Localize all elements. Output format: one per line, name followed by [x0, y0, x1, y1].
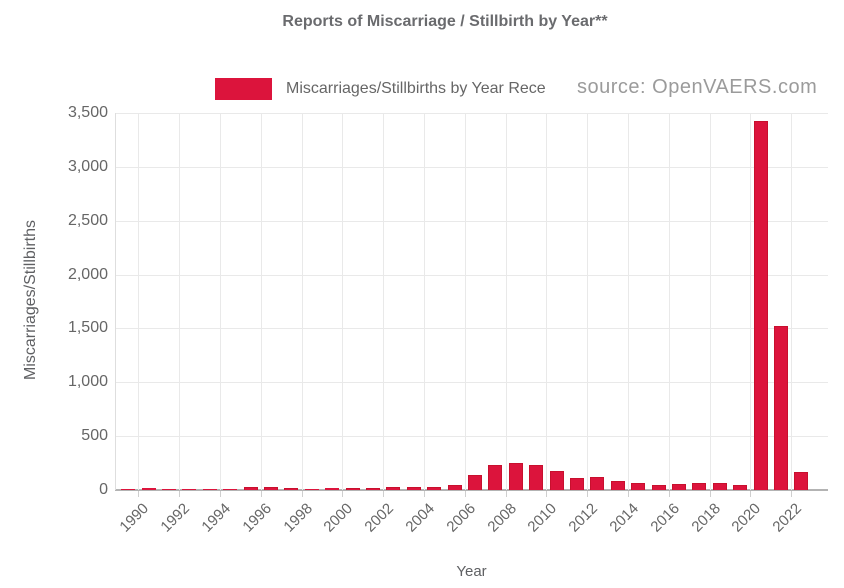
axis-tick	[342, 491, 344, 497]
axis-tick	[587, 491, 589, 497]
bar-2020[interactable]	[733, 484, 748, 490]
x-axis-title: Year	[456, 563, 487, 580]
bar-2012[interactable]	[570, 477, 584, 490]
bar-2014[interactable]	[610, 480, 625, 490]
legend-item[interactable]: Miscarriages/Stillbirths by Year Rece	[215, 78, 546, 100]
y-tick-label: 1,500	[67, 319, 108, 337]
axis-tick	[260, 491, 262, 497]
axis-tick	[464, 491, 466, 497]
y-axis-line	[115, 113, 116, 490]
grid-line-y	[115, 382, 828, 384]
grid-line-y	[115, 220, 828, 222]
bar-1996[interactable]	[243, 486, 258, 490]
grid-line-y	[115, 328, 828, 330]
bar-2006[interactable]	[447, 484, 462, 490]
grid-line-y	[115, 166, 828, 168]
grid-line-x	[628, 113, 629, 490]
axis-tick	[138, 491, 140, 497]
grid-line-x	[424, 113, 425, 490]
bar-2008[interactable]	[488, 465, 503, 490]
bar-1997[interactable]	[264, 487, 278, 490]
y-tick-label: 500	[81, 427, 108, 445]
y-tick-label: 3,500	[67, 104, 108, 121]
bar-2013[interactable]	[590, 477, 605, 490]
y-axis-title: Miscarriages/Stillbirths	[22, 219, 39, 381]
grid-line-x	[709, 113, 711, 490]
bar-1994[interactable]	[202, 489, 217, 490]
bar-2004[interactable]	[406, 486, 421, 490]
bar-1993[interactable]	[182, 489, 197, 490]
grid-line-x	[301, 113, 303, 490]
grid-line-x	[587, 113, 589, 490]
bar-2018[interactable]	[692, 483, 707, 490]
bar-2021[interactable]	[753, 120, 768, 490]
bar-2016[interactable]	[651, 484, 666, 490]
bar-2023[interactable]	[794, 472, 809, 490]
bar-2001[interactable]	[345, 487, 360, 490]
bar-2011[interactable]	[549, 470, 564, 490]
bar-2005[interactable]	[427, 487, 442, 490]
source-label: source: OpenVAERS.com	[575, 76, 818, 99]
grid-line-y	[115, 489, 828, 491]
legend-swatch-icon	[215, 78, 272, 100]
axis-tick	[709, 491, 711, 497]
axis-tick	[750, 491, 752, 497]
grid-line-x	[342, 113, 344, 490]
y-tick-label: 2,000	[67, 265, 108, 283]
axis-tick	[179, 491, 181, 497]
grid-line-x	[668, 113, 670, 490]
grid-line-y	[115, 436, 828, 438]
grid-line-x	[505, 113, 507, 490]
bar-1990[interactable]	[121, 489, 136, 490]
bar-2019[interactable]	[712, 482, 727, 490]
grid-line-x	[138, 113, 140, 490]
axis-tick	[628, 491, 629, 497]
grid-line-x	[220, 113, 221, 490]
grid-line-x	[791, 113, 793, 490]
bar-1992[interactable]	[162, 489, 176, 490]
grid-line-y	[115, 274, 828, 276]
bar-1995[interactable]	[223, 489, 238, 490]
grid-line-x	[383, 113, 385, 490]
bar-2003[interactable]	[386, 487, 401, 490]
axis-tick	[546, 491, 548, 497]
bar-1999[interactable]	[304, 489, 319, 490]
bar-2015[interactable]	[631, 482, 646, 490]
bar-2007[interactable]	[468, 475, 482, 490]
bar-2000[interactable]	[325, 488, 340, 490]
y-tick-label: 3,000	[67, 157, 108, 175]
grid-line-x	[546, 113, 548, 490]
grid-line-x	[464, 113, 466, 490]
grid-line-x	[260, 113, 262, 490]
axis-tick	[424, 491, 425, 497]
axis-tick	[791, 491, 793, 497]
y-tick-label: 0	[99, 481, 108, 498]
bar-2002[interactable]	[366, 487, 380, 490]
bar-2022[interactable]	[774, 326, 788, 490]
chart-title: Reports of Miscarriage / Stillbirth by Y…	[282, 13, 608, 30]
axis-tick	[668, 491, 670, 497]
axis-tick	[301, 491, 303, 497]
axis-tick	[505, 491, 507, 497]
bar-1991[interactable]	[141, 488, 156, 490]
axis-tick	[383, 491, 385, 497]
bar-2009[interactable]	[508, 463, 523, 490]
axis-tick	[220, 491, 221, 497]
bar-1998[interactable]	[284, 487, 299, 490]
bar-2017[interactable]	[672, 484, 686, 490]
y-tick-label: 1,000	[67, 373, 108, 391]
grid-line-y	[115, 113, 828, 114]
y-tick-label: 2,500	[67, 211, 108, 229]
grid-line-x	[179, 113, 181, 490]
legend-label: Miscarriages/Stillbirths by Year Rece	[286, 80, 546, 97]
bar-2010[interactable]	[529, 465, 544, 490]
grid-line-x	[750, 113, 752, 490]
